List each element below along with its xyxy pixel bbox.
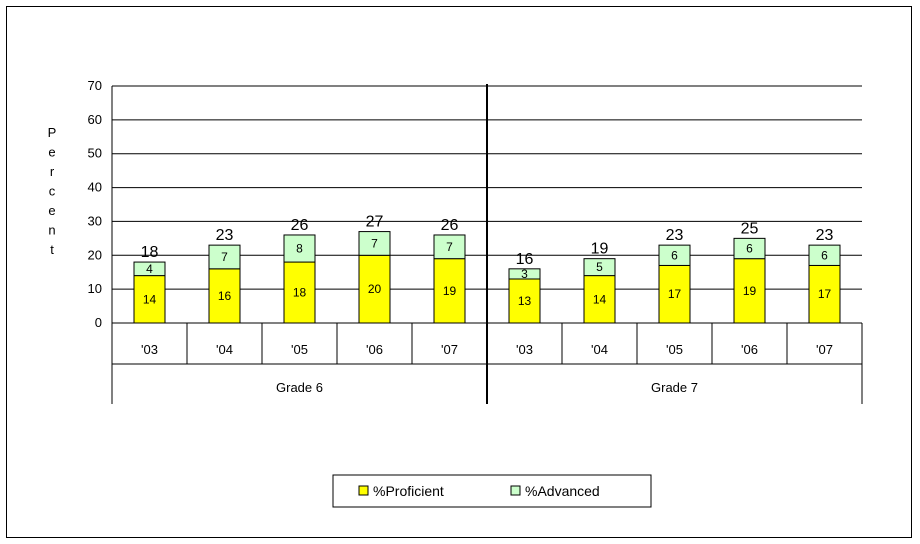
bar-advanced (508, 268, 541, 280)
y-tick-label: 40 (88, 180, 102, 195)
y-axis-label-letter: n (48, 223, 55, 238)
data-label-proficient: 14 (593, 292, 607, 306)
x-tick-label: '05 (291, 342, 308, 357)
bar-advanced (808, 244, 841, 266)
data-label-advanced: 7 (221, 250, 228, 264)
data-label-proficient: 19 (743, 284, 757, 298)
data-label-total: 18 (141, 244, 159, 261)
bar-proficient (433, 258, 466, 324)
data-label-total: 26 (291, 217, 309, 234)
data-label-advanced: 8 (296, 242, 303, 256)
data-label-advanced: 6 (821, 248, 828, 262)
data-label-proficient: 13 (518, 294, 532, 308)
y-tick-label: 60 (88, 112, 102, 127)
x-tick-label: '06 (366, 342, 383, 357)
legend-swatch (358, 485, 369, 496)
data-label-total: 19 (591, 241, 609, 258)
bar-advanced (583, 258, 616, 277)
legend-label: %Proficient (373, 483, 444, 499)
data-label-advanced: 6 (671, 248, 678, 262)
data-label-proficient: 18 (293, 286, 307, 300)
bar-advanced (208, 244, 241, 270)
data-label-advanced: 6 (746, 242, 753, 256)
bar-advanced (433, 234, 466, 260)
bar-proficient (583, 275, 616, 324)
bar-proficient (208, 268, 241, 324)
x-tick-label: '07 (816, 342, 833, 357)
y-tick-label: 50 (88, 146, 102, 161)
y-axis-label-letter: e (48, 203, 55, 218)
data-label-total: 27 (366, 214, 384, 231)
data-label-proficient: 17 (818, 287, 832, 301)
y-axis-label-letter: r (50, 164, 55, 179)
x-tick-label: '03 (516, 342, 533, 357)
group-label: Grade 6 (276, 380, 323, 395)
data-label-proficient: 14 (143, 292, 157, 306)
bar-advanced (658, 244, 691, 266)
y-axis-label-letter: P (48, 125, 57, 140)
y-tick-label: 10 (88, 281, 102, 296)
y-axis-label-letter: c (49, 184, 56, 199)
data-label-advanced: 4 (146, 262, 153, 276)
y-tick-label: 0 (95, 315, 102, 330)
data-label-total: 26 (441, 217, 459, 234)
data-label-total: 23 (666, 227, 684, 244)
data-label-proficient: 17 (668, 287, 682, 301)
bar-advanced (133, 261, 166, 277)
y-axis-label-letter: e (48, 145, 55, 160)
data-label-proficient: 19 (443, 284, 457, 298)
y-tick-label: 20 (88, 247, 102, 262)
y-tick-label: 70 (88, 78, 102, 93)
x-tick-label: '04 (591, 342, 608, 357)
bar-proficient (658, 264, 691, 324)
y-tick-label: 30 (88, 213, 102, 228)
legend-box (332, 474, 652, 508)
bar-proficient (508, 278, 541, 324)
x-tick-label: '03 (141, 342, 158, 357)
x-tick-label: '05 (666, 342, 683, 357)
bar-advanced (358, 231, 391, 256)
data-label-proficient: 20 (368, 282, 382, 296)
data-label-total: 16 (516, 251, 534, 268)
data-label-advanced: 3 (521, 267, 528, 281)
legend-label: %Advanced (525, 483, 600, 499)
x-tick-label: '06 (741, 342, 758, 357)
data-label-advanced: 7 (371, 236, 378, 250)
data-label-advanced: 5 (596, 260, 603, 274)
bar-advanced (733, 237, 766, 260)
bar-advanced (283, 234, 316, 263)
data-label-proficient: 16 (218, 289, 232, 303)
x-tick-label: '04 (216, 342, 233, 357)
bar-proficient (733, 258, 766, 324)
group-label: Grade 7 (651, 380, 698, 395)
data-label-total: 25 (741, 220, 759, 237)
data-label-total: 23 (816, 227, 834, 244)
legend-swatch (510, 485, 521, 496)
data-label-advanced: 7 (446, 240, 453, 254)
x-tick-label: '07 (441, 342, 458, 357)
bar-proficient (808, 264, 841, 324)
data-label-total: 23 (216, 227, 234, 244)
y-axis-label-letter: t (50, 242, 54, 257)
